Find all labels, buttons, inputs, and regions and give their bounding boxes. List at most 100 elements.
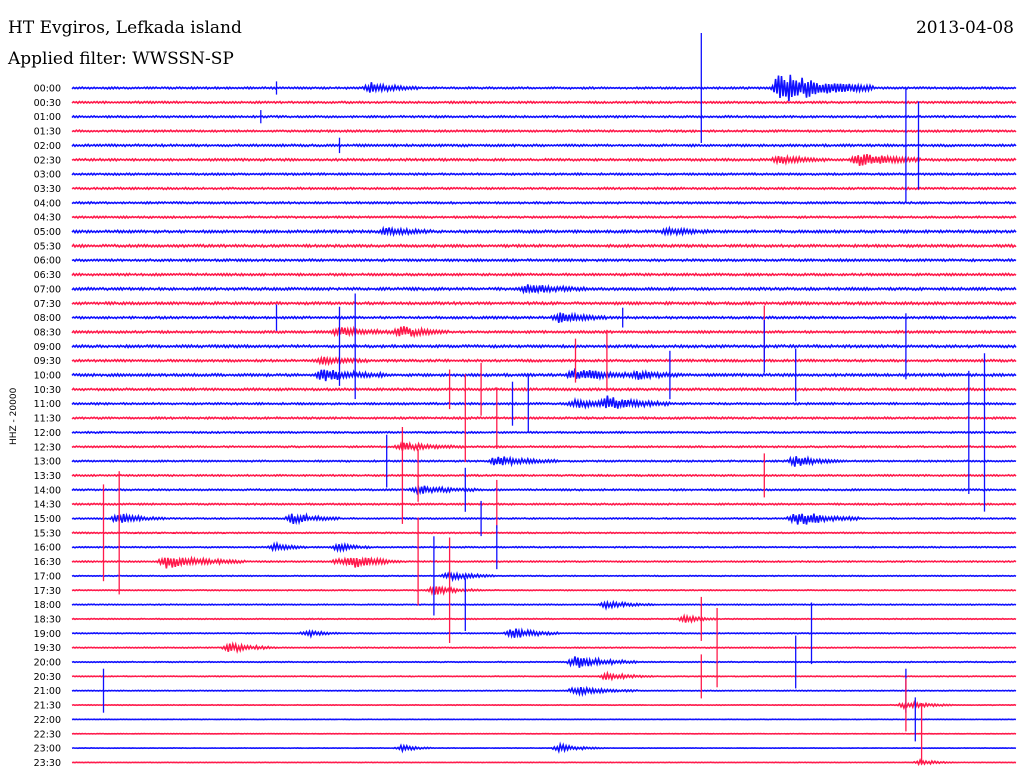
- row-label: 06:00: [34, 256, 61, 267]
- trace-line: [71, 283, 1017, 295]
- row-label: 09:00: [34, 342, 61, 353]
- trace-line: [71, 512, 1017, 526]
- trace-line: [71, 685, 1017, 698]
- row-label: 14:00: [34, 485, 61, 496]
- trace-line: [71, 656, 1017, 668]
- trace-line: [71, 699, 1017, 711]
- trace-line: [71, 741, 1017, 754]
- trace-line: [71, 627, 1017, 639]
- trace-line: [71, 368, 1017, 382]
- trace-line: [71, 143, 1017, 148]
- row-time-labels: 00:00 00:30 01:00 01:30 02:00 02:30 03:00 03:30…: [34, 84, 61, 769]
- trace-line: [71, 100, 1017, 105]
- trace-line: [71, 757, 1017, 767]
- plot-date: 2013-04-08: [915, 18, 1014, 38]
- trace-line: [71, 300, 1017, 306]
- row-label: 06:30: [34, 270, 61, 281]
- row-label: 04:30: [34, 213, 61, 224]
- trace-line: [71, 571, 1017, 583]
- row-label: 05:00: [34, 227, 61, 238]
- row-label: 03:30: [34, 184, 61, 195]
- row-label: 08:30: [34, 327, 61, 338]
- filter-label: Applied filter: WWSSN-SP: [8, 49, 234, 69]
- row-label: 21:00: [34, 686, 61, 697]
- row-label: 16:00: [34, 543, 61, 554]
- row-label: 07:00: [34, 284, 61, 295]
- trace-line: [71, 114, 1017, 119]
- row-label: 04:00: [34, 198, 61, 209]
- row-label: 17:00: [34, 571, 61, 582]
- row-label: 20:30: [34, 672, 61, 683]
- trace-line: [71, 186, 1017, 191]
- row-label: 11:00: [34, 399, 61, 410]
- row-label: 13:00: [34, 457, 61, 468]
- row-label: 22:30: [34, 729, 61, 740]
- row-label: 19:00: [34, 629, 61, 640]
- row-label: 09:30: [34, 356, 61, 367]
- trace-line: [71, 585, 1017, 596]
- trace-line: [71, 641, 1017, 654]
- trace-line: [71, 613, 1017, 624]
- trace-line: [71, 355, 1017, 367]
- row-label: 00:30: [34, 98, 61, 109]
- row-label: 19:30: [34, 643, 61, 654]
- trace-line: [71, 473, 1017, 478]
- row-label: 15:00: [34, 514, 61, 525]
- trace-line: [71, 386, 1017, 392]
- row-label: 14:30: [34, 500, 61, 511]
- trace-line: [71, 243, 1017, 249]
- row-label: 16:30: [34, 557, 61, 568]
- row-label: 02:30: [34, 155, 61, 166]
- row-label: 08:00: [34, 313, 61, 324]
- row-label: 23:30: [34, 758, 61, 769]
- trace-line: [71, 670, 1017, 682]
- row-label: 11:30: [34, 414, 61, 425]
- trace-line: [71, 599, 1017, 611]
- row-label: 10:00: [34, 371, 61, 382]
- station-title: HT Evgiros, Lefkada island: [8, 18, 242, 38]
- trace-line: [71, 153, 1017, 166]
- row-label: 00:00: [34, 84, 61, 95]
- row-label: 23:00: [34, 744, 61, 755]
- row-label: 12:00: [34, 428, 61, 439]
- trace-line: [71, 171, 1017, 177]
- row-label: 18:30: [34, 614, 61, 625]
- row-label: 20:00: [34, 658, 61, 669]
- trace-line: [71, 540, 1017, 554]
- row-label: 22:00: [34, 715, 61, 726]
- row-label: 10:30: [34, 385, 61, 396]
- trace-line: [71, 502, 1017, 507]
- row-label: 13:30: [34, 471, 61, 482]
- trace-line: [71, 325, 1017, 339]
- trace-line: [71, 74, 1017, 102]
- seismogram-traces: [71, 33, 1017, 767]
- row-label: 18:00: [34, 600, 61, 611]
- trace-line: [71, 415, 1017, 421]
- trace-line: [71, 272, 1017, 277]
- trace-line: [71, 555, 1017, 569]
- row-label: 02:00: [34, 141, 61, 152]
- trace-line: [71, 395, 1017, 410]
- trace-line: [71, 225, 1017, 238]
- trace-line: [71, 531, 1017, 535]
- row-label: 15:30: [34, 528, 61, 539]
- trace-line: [71, 200, 1017, 205]
- trace-line: [71, 215, 1017, 220]
- trace-line: [71, 128, 1017, 134]
- row-label: 05:30: [34, 241, 61, 252]
- row-label: 01:30: [34, 127, 61, 138]
- trace-line: [71, 484, 1017, 496]
- row-label: 01:00: [34, 112, 61, 123]
- row-label: 21:30: [34, 701, 61, 712]
- trace-line: [71, 455, 1017, 468]
- trace-line: [71, 311, 1017, 323]
- trace-line: [71, 430, 1017, 435]
- row-label: 03:00: [34, 170, 61, 181]
- row-label: 07:30: [34, 299, 61, 310]
- trace-line: [71, 257, 1017, 263]
- row-label: 17:30: [34, 586, 61, 597]
- trace-line: [71, 343, 1017, 349]
- row-label: 12:30: [34, 442, 61, 453]
- trace-line: [71, 440, 1017, 452]
